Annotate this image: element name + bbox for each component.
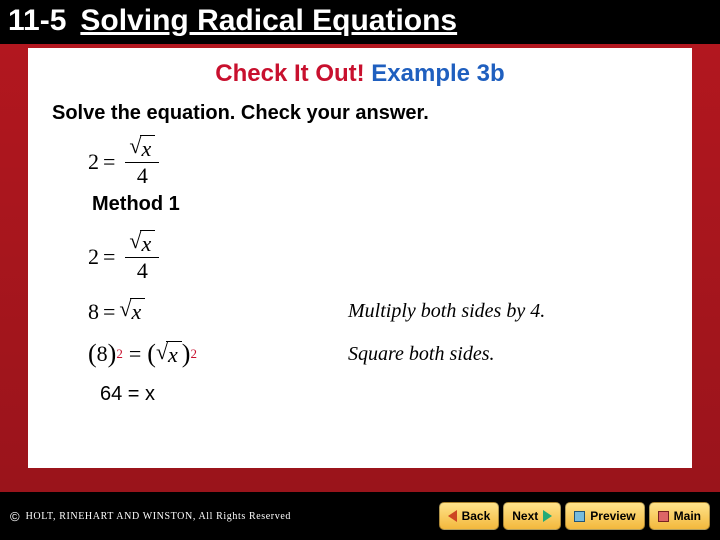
sqrt-icon: √x — [129, 135, 155, 162]
check-it-out-heading: Check It Out! Example 3b — [48, 60, 672, 88]
step-explain: Square both sides. — [348, 343, 494, 366]
next-button[interactable]: Next — [503, 502, 561, 530]
nav-buttons: Back Next Preview Main — [439, 502, 710, 530]
slide-header: 11-5 Solving Radical Equations — [0, 0, 720, 44]
given-eqsym: = — [103, 149, 115, 175]
content-card: Check It Out! Example 3b Solve the equat… — [28, 48, 692, 468]
preview-icon — [574, 511, 585, 522]
copyright: © HOLT, RINEHART AND WINSTON, All Rights… — [10, 509, 291, 524]
final-result: 64 = x — [100, 383, 672, 406]
step-lhs: 8 — [97, 341, 108, 367]
given-lhs: 2 — [88, 149, 99, 175]
copyright-icon: © — [10, 509, 20, 524]
instruction-text: Solve the equation. Check your answer. — [52, 102, 672, 125]
given-denominator: 4 — [133, 163, 152, 189]
next-arrow-icon — [543, 510, 552, 522]
main-label: Main — [674, 509, 701, 523]
back-arrow-icon — [448, 510, 457, 522]
step-explain: Multiply both sides by 4. — [348, 300, 545, 323]
main-icon — [658, 511, 669, 522]
step-lhs: 2 — [88, 244, 99, 270]
cio-example: Example 3b — [371, 60, 504, 87]
main-button[interactable]: Main — [649, 502, 710, 530]
step-equation: 8 = √x — [88, 298, 348, 325]
given-equation: 2 = √x 4 — [88, 135, 672, 189]
given-fraction: √x 4 — [125, 135, 159, 189]
step-row: (8)2 = (√x)2 Square both sides. — [88, 335, 672, 373]
step-equation: 2 = √x 4 — [88, 230, 348, 284]
eq-sign: = — [129, 341, 141, 367]
back-button[interactable]: Back — [439, 502, 500, 530]
fraction: √x 4 — [125, 230, 159, 284]
work-area: 2 = √x 4 Method 1 2 = √x 4 — [48, 135, 672, 406]
copyright-text: HOLT, RINEHART AND WINSTON, All Rights R… — [26, 511, 291, 522]
step-lhs: 8 — [88, 299, 99, 325]
eq-sign: = — [103, 299, 115, 325]
method-label: Method 1 — [92, 193, 672, 216]
sqrt-expr: √x — [156, 341, 182, 368]
sqrt-expr: √x — [119, 298, 145, 325]
preview-label: Preview — [590, 509, 635, 523]
eq-sign: = — [103, 244, 115, 270]
section-title: Solving Radical Equations — [80, 4, 457, 38]
section-number: 11-5 — [8, 4, 66, 38]
next-label: Next — [512, 509, 538, 523]
preview-button[interactable]: Preview — [565, 502, 644, 530]
cio-prefix: Check It Out! — [215, 60, 364, 87]
footer-bar: © HOLT, RINEHART AND WINSTON, All Rights… — [0, 492, 720, 540]
step-equation: (8)2 = (√x)2 — [88, 339, 348, 369]
back-label: Back — [462, 509, 491, 523]
step-row: 2 = √x 4 — [88, 226, 672, 288]
step-row: 8 = √x Multiply both sides by 4. — [88, 294, 672, 329]
